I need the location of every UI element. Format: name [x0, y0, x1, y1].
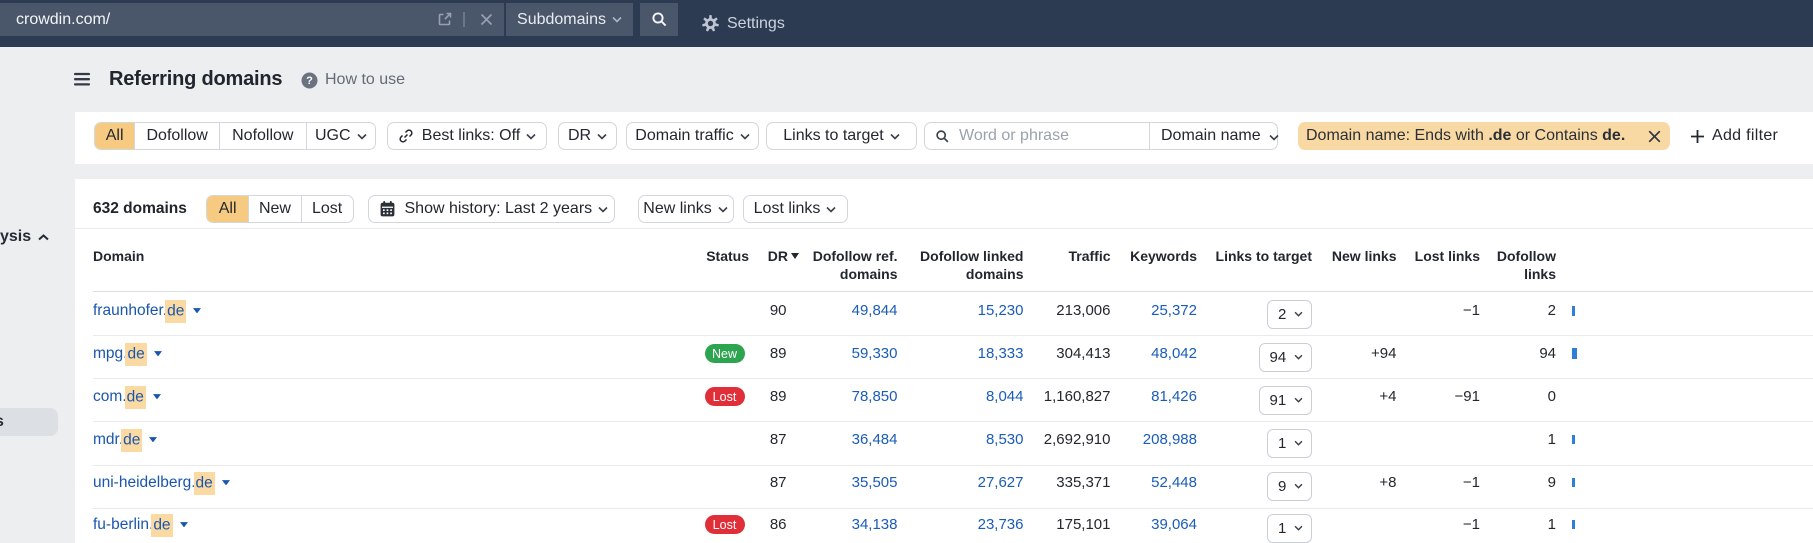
- svg-text:?: ?: [306, 75, 313, 87]
